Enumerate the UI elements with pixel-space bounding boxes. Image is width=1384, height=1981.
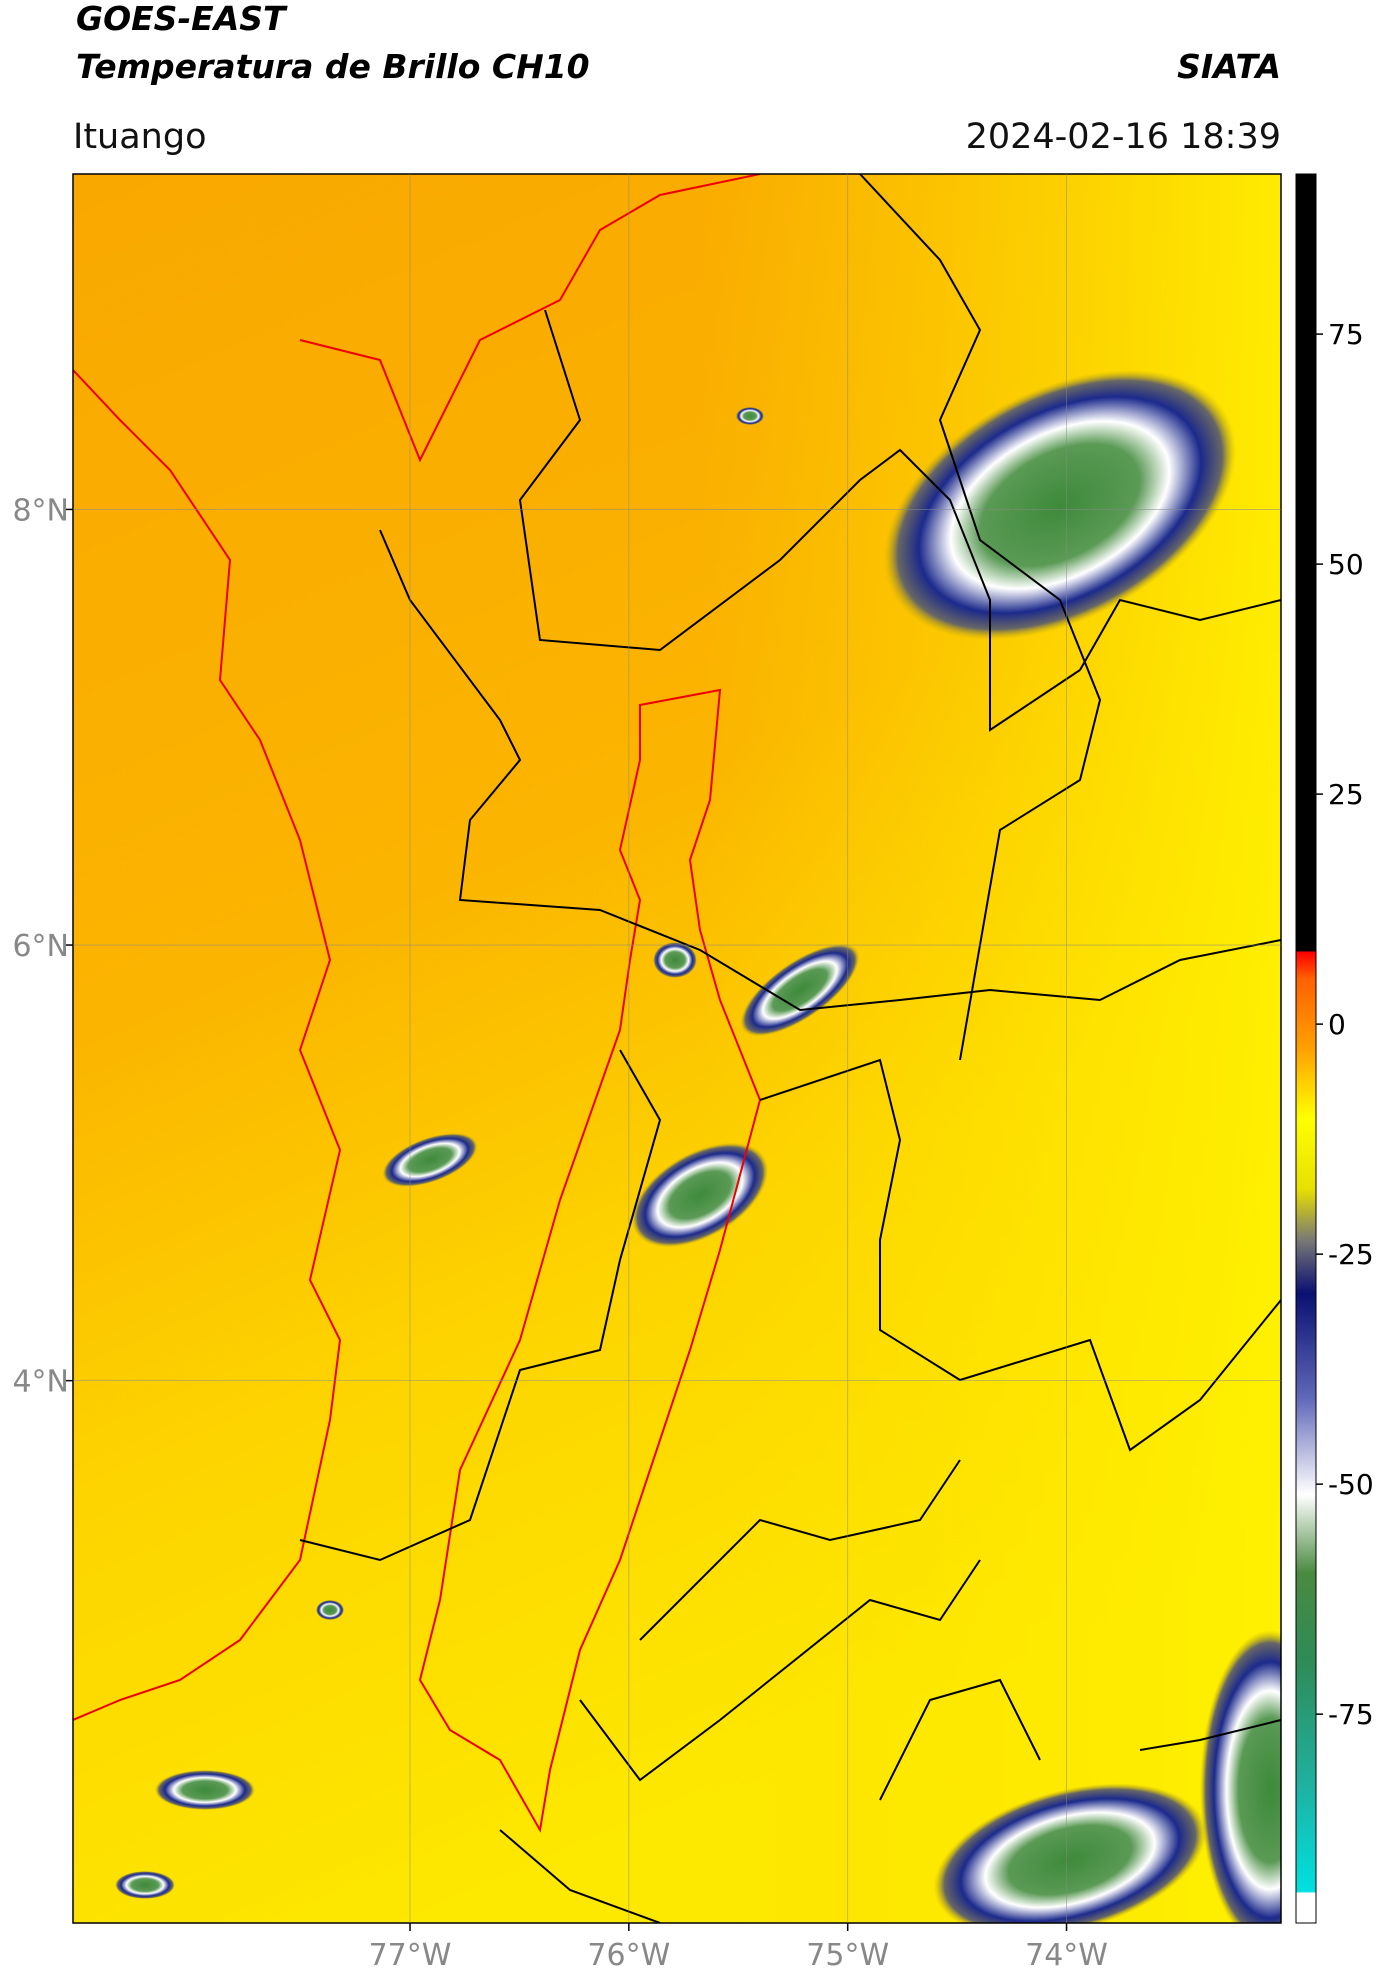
colorbar	[1295, 173, 1317, 1924]
x-tick-label: 75°W	[806, 1938, 889, 1973]
colorbar-label: -25	[1328, 1238, 1374, 1271]
colorbar-label: 50	[1328, 548, 1364, 581]
cloud	[736, 407, 764, 425]
location: Ituango	[73, 117, 207, 157]
x-tick-label: 77°W	[369, 1938, 452, 1973]
cloud	[382, 1133, 478, 1187]
cloud	[1200, 1630, 1281, 1923]
cloud	[883, 369, 1237, 641]
cloud	[740, 943, 860, 1037]
cloud	[631, 1142, 769, 1248]
cloud	[933, 1783, 1207, 1923]
colorbar-label: 0	[1328, 1008, 1346, 1041]
organization: SIATA	[1177, 47, 1281, 86]
y-tick-label: 6°N	[12, 929, 69, 964]
colorbar-label: -75	[1328, 1698, 1374, 1731]
x-tick-label: 76°W	[587, 1938, 670, 1973]
colorbar-label: 25	[1328, 778, 1364, 811]
cloud	[155, 1770, 255, 1810]
map-frame	[72, 173, 1282, 1924]
cloud	[316, 1600, 344, 1620]
colorbar-label: 75	[1328, 318, 1364, 351]
coastline	[299, 174, 761, 463]
cloud	[115, 1871, 175, 1899]
cloud	[653, 942, 697, 978]
datetime: 2024-02-16 18:39	[966, 117, 1281, 157]
y-tick-label: 4°N	[12, 1365, 69, 1400]
y-tick-label: 8°N	[12, 493, 69, 528]
title: GOES-EAST	[76, 0, 288, 38]
x-tick-label: 74°W	[1025, 1938, 1108, 1973]
title: Temperatura de Brillo CH10	[76, 47, 590, 86]
admin-border	[299, 174, 1281, 1923]
colorbar-label: -50	[1328, 1468, 1374, 1501]
coastline	[73, 369, 342, 1721]
map-area	[73, 174, 1281, 1923]
